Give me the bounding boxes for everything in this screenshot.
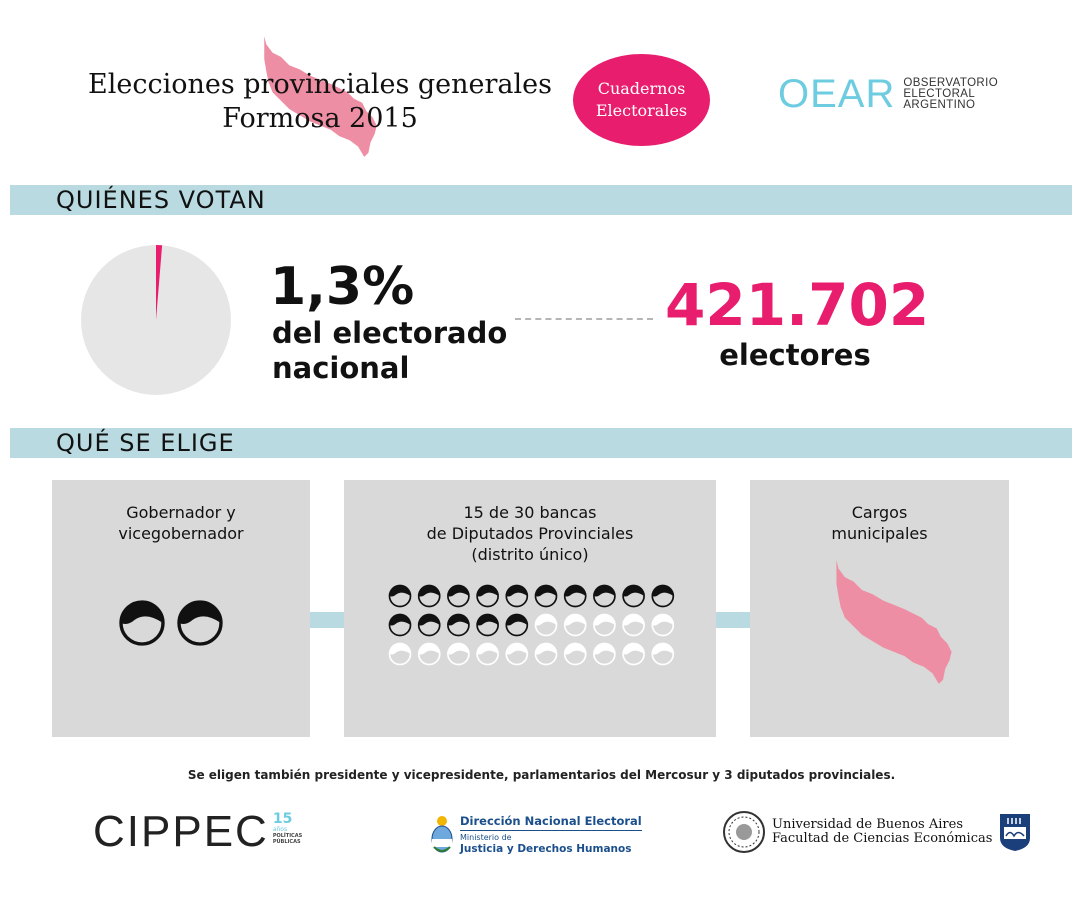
percent-caption-line-2: nacional: [272, 351, 410, 385]
cippec-wordmark: CIPPEC: [93, 807, 269, 856]
badge-line-2: Electorales: [595, 101, 688, 120]
card-governor: Gobernador y vicegobernador: [52, 480, 310, 737]
percent-caption-line-1: del electorado: [272, 316, 508, 350]
deputies-title-line-3: (distrito único): [471, 545, 589, 564]
connector-right: [715, 612, 751, 628]
seat-elected-icon: [388, 613, 412, 637]
dne-ministry-line-1: Ministerio de: [460, 833, 512, 842]
municipal-title-line-1: Cargos: [851, 503, 908, 522]
seat-not-elected-icon: [622, 642, 645, 666]
cippec-years-label: años: [272, 826, 288, 833]
dne-logo: Dirección Nacional Electoral Ministerio …: [430, 814, 642, 856]
formosa-province-icon: [836, 560, 952, 684]
uba-seal-icon: [723, 811, 765, 853]
section-heading-que-se-elige: QUÉ SE ELIGE: [56, 429, 235, 457]
seat-not-elected-icon: [447, 642, 470, 666]
governor-title-line-2: vicegobernador: [118, 524, 244, 543]
argentina-coat-of-arms-icon: [431, 816, 453, 853]
title-line-2: Formosa 2015: [222, 103, 418, 134]
seat-elected-icon: [417, 613, 441, 637]
cuadernos-electorales-badge: Cuadernos Electorales: [573, 54, 710, 146]
uba-line-2: Facultad de Ciencias Económicas: [772, 831, 993, 846]
dne-ministry-line-2: Justicia y Derechos Humanos: [460, 843, 632, 855]
seat-elected-icon: [476, 613, 499, 637]
oear-line-1: OBSERVATORIO: [903, 76, 999, 89]
card-deputies: 15 de 30 bancas de Diputados Provinciale…: [344, 480, 716, 737]
seat-elected-icon: [476, 584, 499, 608]
governor-icons: [119, 600, 223, 646]
seat-elected-icon: [651, 584, 675, 608]
cippec-logo: CIPPEC 15 años POLÍTICAS PÚBLICAS: [93, 806, 302, 858]
section-bar-quienes-votan: [10, 185, 1072, 215]
oear-wordmark: OEAR: [778, 72, 896, 116]
uba-text: Universidad de Buenos Aires Facultad de …: [772, 818, 992, 846]
seat-not-elected-icon: [563, 613, 587, 637]
uba-line-1: Universidad de Buenos Aires: [772, 817, 963, 832]
section-bar-que-se-elige: [10, 428, 1072, 458]
cippec-anniversary-badge: 15 años POLÍTICAS PÚBLICAS: [273, 812, 302, 845]
fce-shield-icon: [1000, 814, 1031, 851]
connector-left: [310, 612, 346, 628]
percent-caption: del electorado nacional: [272, 316, 507, 386]
person-head-icon: [177, 600, 223, 646]
card-governor-title: Gobernador y vicegobernador: [52, 502, 310, 544]
seat-elected-icon: [563, 584, 587, 608]
seat-not-elected-icon: [534, 642, 558, 666]
percent-value: 1,3%: [270, 257, 415, 317]
deputies-title-line-2: de Diputados Provinciales: [426, 524, 634, 543]
seat-elected-icon: [622, 584, 645, 608]
footnote: Se eligen también presidente y vicepresi…: [187, 768, 896, 782]
seat-not-elected-icon: [593, 613, 616, 637]
dne-text: Dirección Nacional Electoral Ministerio …: [460, 814, 642, 856]
card-municipal: Cargos municipales: [750, 480, 1009, 737]
electors-number: 421.702: [665, 271, 930, 339]
card-deputies-title: 15 de 30 bancas de Diputados Provinciale…: [344, 502, 716, 565]
badge-line-1: Cuadernos: [597, 79, 686, 98]
seat-elected-icon: [388, 584, 412, 608]
seat-elected-icon: [447, 584, 470, 608]
seat-grid: [388, 584, 675, 666]
seat-not-elected-icon: [563, 642, 587, 666]
card-municipal-title: Cargos municipales: [750, 502, 1009, 544]
dashed-divider: [515, 318, 653, 320]
person-head-icon: [119, 600, 165, 646]
formosa-province-shape: [264, 36, 377, 157]
oear-line-3: ARGENTINO: [903, 98, 976, 111]
seat-not-elected-icon: [505, 642, 529, 666]
page-title: Elecciones provinciales generales Formos…: [80, 68, 560, 136]
uba-logo: Universidad de Buenos Aires Facultad de …: [722, 810, 1032, 854]
cippec-tag-line-1: POLÍTICAS: [272, 833, 303, 839]
oear-subtitle: OBSERVATORIO ELECTORAL ARGENTINO: [903, 76, 999, 111]
electors-label: electores: [719, 338, 871, 372]
seat-not-elected-icon: [534, 613, 558, 637]
seat-elected-icon: [505, 613, 529, 637]
electorate-share-pie: [81, 245, 231, 395]
municipal-title-line-2: municipales: [831, 524, 928, 543]
dne-title: Dirección Nacional Electoral: [460, 814, 642, 831]
oear-line-2: ELECTORAL: [903, 87, 976, 100]
deputies-title-line-1: 15 de 30 bancas: [463, 503, 597, 522]
seat-not-elected-icon: [651, 642, 675, 666]
cippec-years-number: 15: [272, 811, 293, 827]
seat-elected-icon: [417, 584, 441, 608]
governor-title-line-1: Gobernador y: [126, 503, 236, 522]
seat-not-elected-icon: [388, 642, 412, 666]
seat-elected-icon: [534, 584, 558, 608]
seat-not-elected-icon: [417, 642, 441, 666]
oear-logo: OEAR OBSERVATORIO ELECTORAL ARGENTINO: [778, 74, 998, 114]
cippec-tag-line-2: PÚBLICAS: [272, 839, 301, 845]
pie-slice-formosa: [156, 245, 163, 320]
seat-not-elected-icon: [593, 642, 616, 666]
seat-not-elected-icon: [622, 613, 645, 637]
seat-elected-icon: [593, 584, 616, 608]
seat-not-elected-icon: [651, 613, 675, 637]
title-line-1: Elecciones provinciales generales: [88, 69, 552, 100]
section-heading-quienes-votan: QUIÉNES VOTAN: [56, 186, 266, 214]
seat-elected-icon: [505, 584, 529, 608]
seat-not-elected-icon: [476, 642, 499, 666]
seat-elected-icon: [447, 613, 470, 637]
